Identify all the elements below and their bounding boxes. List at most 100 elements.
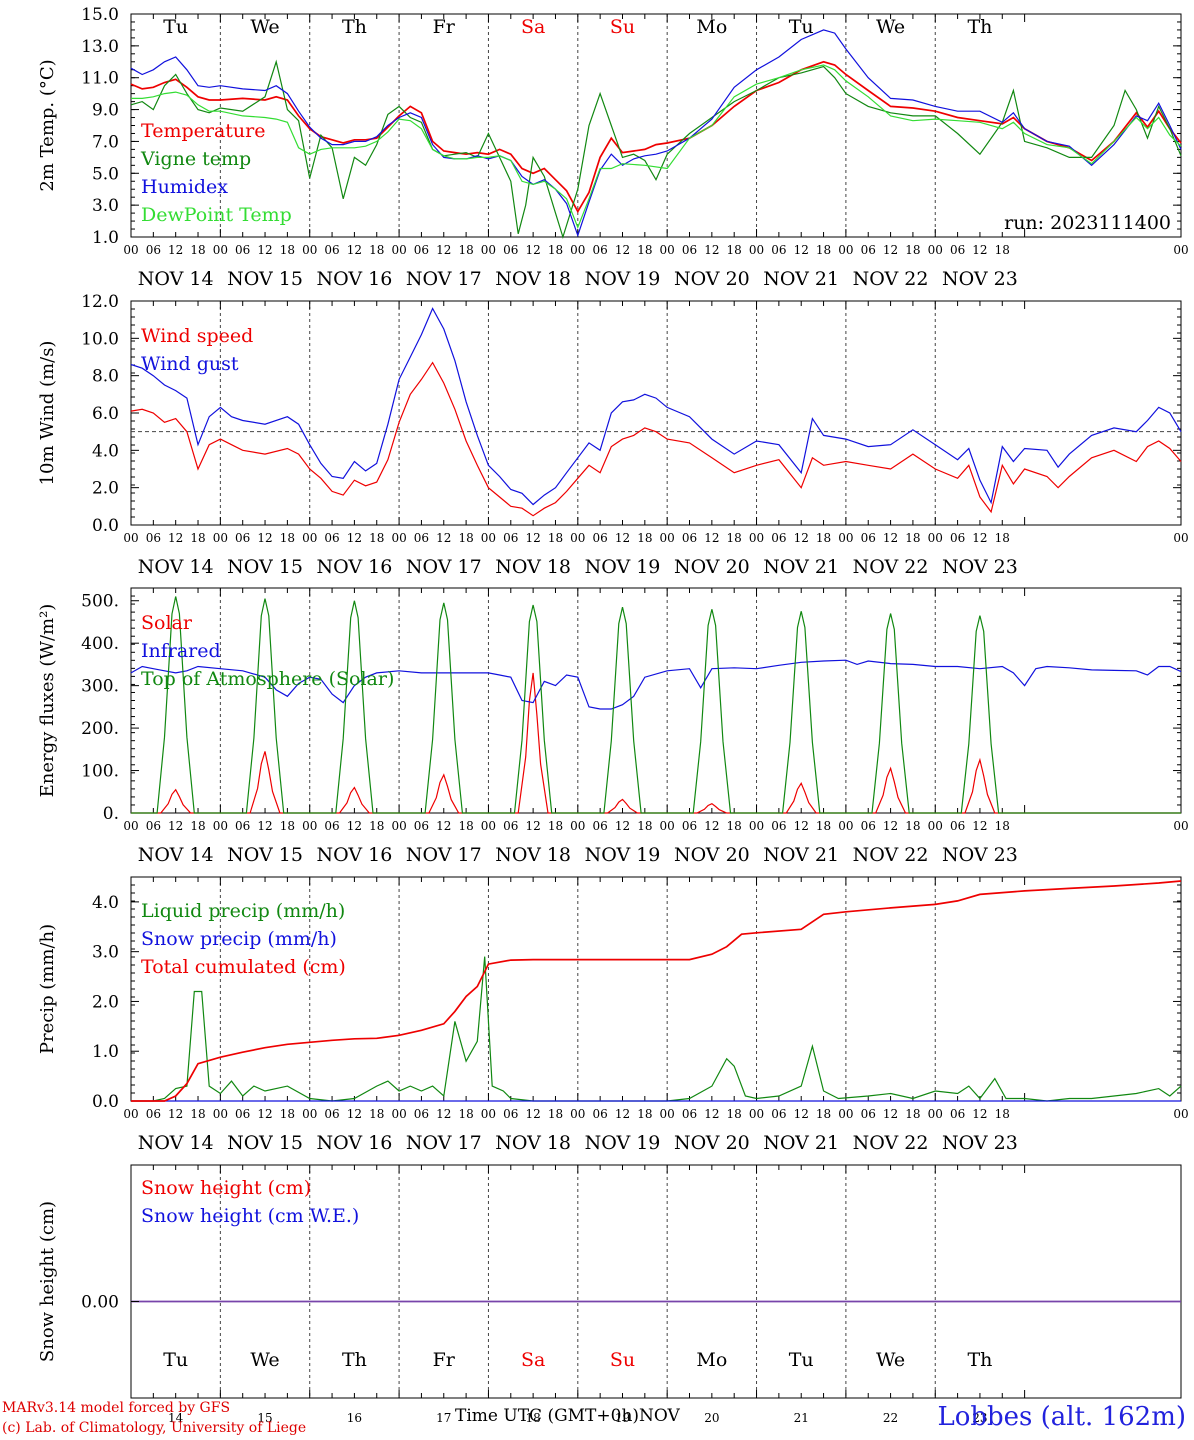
weekday-label: Tu	[789, 1349, 814, 1371]
hour-tick-label: 18	[816, 1107, 831, 1121]
date-label: NOV 19	[585, 556, 661, 578]
hour-tick-label: 18	[637, 1107, 652, 1121]
hour-tick-label: 18	[816, 819, 831, 833]
y-axis-label: 2m Temp. (°C)	[37, 59, 58, 191]
hour-tick-label: 06	[950, 243, 965, 257]
hour-tick-label: 00	[302, 1107, 317, 1121]
hour-tick-label: 18	[458, 531, 473, 545]
date-label: NOV 20	[674, 268, 750, 290]
legend-entry: Humidex	[141, 176, 228, 198]
hour-tick-label: 12	[615, 1107, 630, 1121]
date-label: NOV 21	[763, 556, 839, 578]
date-label: NOV 22	[853, 556, 929, 578]
date-label: NOV 18	[495, 1132, 571, 1154]
hour-tick-label: 18	[548, 1107, 563, 1121]
weekday-label: We	[876, 16, 905, 38]
hour-tick-label: 00	[302, 531, 317, 545]
hour-tick-label: 18	[548, 819, 563, 833]
y-tick-label: 0.00	[81, 1293, 119, 1313]
plot-frame-wind	[130, 300, 1182, 526]
date-label: NOV 20	[674, 1132, 750, 1154]
weekday-label: Mo	[696, 1349, 727, 1371]
hour-tick-label: 00	[660, 531, 675, 545]
hour-tick-label: 00	[123, 819, 138, 833]
series-line-wind-speed	[130, 361, 1182, 517]
hour-tick-label: 12	[704, 819, 719, 833]
hour-tick-label: 06	[324, 819, 339, 833]
hour-tick-label: 00	[570, 819, 585, 833]
y-tick-label: 0.	[103, 804, 119, 824]
y-tick-label: 0.0	[92, 1092, 119, 1112]
weekday-label: Su	[610, 1349, 635, 1371]
date-label: NOV 15	[227, 1132, 303, 1154]
date-label: NOV 22	[853, 1132, 929, 1154]
hour-tick-label: 00	[391, 243, 406, 257]
hour-tick-label: 00	[213, 819, 228, 833]
hour-tick-label: 18	[727, 243, 742, 257]
hour-tick-label: 18	[280, 243, 295, 257]
hour-tick-label: 18	[369, 1107, 384, 1121]
y-axis-label: Snow height (cm)	[37, 1201, 58, 1362]
hour-tick-label: 12	[704, 243, 719, 257]
hour-tick-label: 06	[414, 819, 429, 833]
day-number-label: 15	[257, 1411, 272, 1425]
hour-tick-label: 00	[660, 243, 675, 257]
weekday-label: Su	[610, 16, 635, 38]
y-tick-label: 3.0	[92, 196, 119, 216]
hour-tick-label: 00	[749, 819, 764, 833]
y-tick-label: 400.	[81, 634, 119, 654]
date-label: NOV 14	[138, 1132, 214, 1154]
y-tick-label: 9.0	[92, 101, 119, 121]
y-tick-label: 4.0	[92, 893, 119, 913]
hour-tick-label: 18	[369, 531, 384, 545]
weekday-label: Tu	[163, 16, 188, 38]
hour-tick-label: 12	[257, 1107, 272, 1121]
hour-tick-label: 12	[972, 1107, 987, 1121]
weekday-label: Th	[342, 16, 367, 38]
day-number-label: 20	[704, 1411, 719, 1425]
hour-tick-label: 12	[436, 1107, 451, 1121]
y-tick-label: 2.0	[92, 479, 119, 499]
hour-tick-label: 06	[146, 1107, 161, 1121]
hour-tick-label: 18	[369, 243, 384, 257]
date-label: NOV 16	[316, 268, 392, 290]
y-tick-label: 5.0	[92, 164, 119, 184]
weekday-label: We	[876, 1349, 905, 1371]
hour-tick-label: 06	[235, 531, 250, 545]
weekday-label: Fr	[433, 16, 456, 38]
hour-tick-label: 00	[302, 243, 317, 257]
date-label: NOV 23	[942, 844, 1018, 866]
hour-tick-label: 06	[235, 243, 250, 257]
hour-tick-label: 12	[525, 531, 540, 545]
hour-tick-label: 00	[391, 819, 406, 833]
hour-tick-label: 12	[615, 819, 630, 833]
weekday-label: Fr	[433, 1349, 456, 1371]
hour-tick-label: 06	[593, 819, 608, 833]
hour-tick-label: 18	[369, 819, 384, 833]
hour-tick-label: 00	[481, 531, 496, 545]
hour-tick-label: 06	[503, 531, 518, 545]
hour-tick-label: 18	[995, 531, 1010, 545]
date-label: NOV 23	[942, 1132, 1018, 1154]
legend-entry: Infrared	[141, 640, 221, 662]
date-label: NOV 18	[495, 556, 571, 578]
date-label: NOV 18	[495, 844, 571, 866]
hour-tick-label: 18	[727, 1107, 742, 1121]
hour-tick-label: 12	[525, 819, 540, 833]
hour-tick-label: 00	[749, 1107, 764, 1121]
series-line-humidex	[130, 29, 1182, 238]
hour-tick-label: 18	[816, 243, 831, 257]
legend-entry: Temperature	[141, 120, 265, 142]
series-line-top-of-atmosphere-solar-	[131, 596, 1181, 814]
hour-tick-label: 00	[213, 243, 228, 257]
date-label: NOV 20	[674, 844, 750, 866]
date-label: NOV 22	[853, 844, 929, 866]
hour-tick-label: 12	[794, 243, 809, 257]
day-number-label: 18	[525, 1411, 540, 1425]
hour-tick-label: 06	[593, 1107, 608, 1121]
hour-tick-label: 06	[771, 819, 786, 833]
hour-tick-label: 06	[146, 819, 161, 833]
weekday-label: Tu	[789, 16, 814, 38]
legend-entry: Snow height (cm W.E.)	[141, 1205, 359, 1227]
hour-tick-label: 12	[257, 531, 272, 545]
